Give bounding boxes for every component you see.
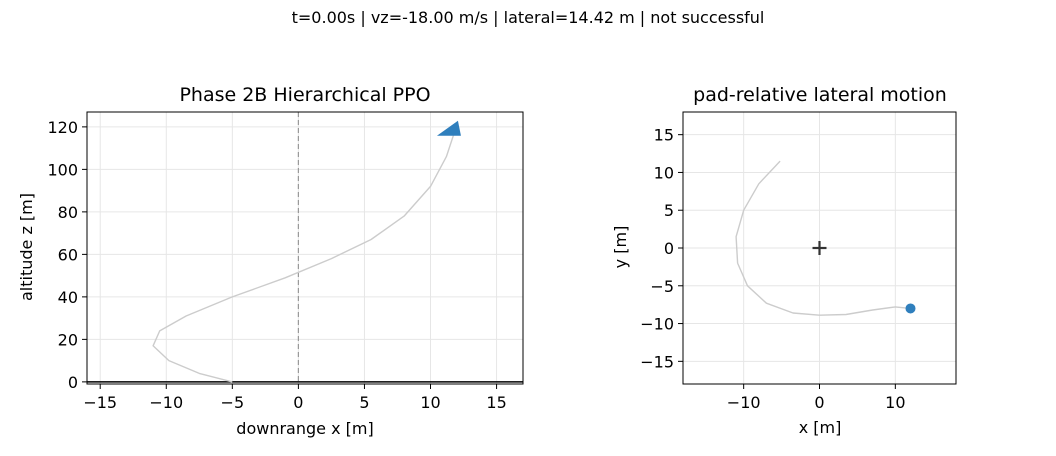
current-position-point [905, 303, 916, 314]
right-chart-frame [682, 111, 957, 385]
left-chart-ytick-label: 0 [68, 373, 78, 392]
right-chart-title: pad-relative lateral motion [693, 84, 947, 106]
left-chart: Phase 2B Hierarchical PPO −15 −10 −5 0 5 10 15… [17, 84, 524, 438]
left-chart-xtick-label: 0 [293, 393, 303, 412]
right-chart-xtick-label: 0 [814, 393, 824, 412]
right-chart-xtick-label: 10 [885, 393, 905, 412]
left-chart-ytick-label: 60 [58, 245, 78, 264]
left-chart-ytick-label: 100 [47, 160, 78, 179]
left-chart-plot [87, 112, 523, 384]
left-chart-ytick-label: 40 [58, 288, 78, 307]
left-chart-title: Phase 2B Hierarchical PPO [179, 84, 430, 106]
left-chart-ticks: −15 −10 −5 0 5 10 15 0 20 40 60 80 100 120 [47, 111, 524, 412]
left-chart-grid [87, 112, 523, 384]
left-chart-xtick-label: 10 [420, 393, 440, 412]
figure-suptitle: t=0.00s | vz=-18.00 m/s | lateral=14.42 … [292, 8, 765, 27]
right-chart-ticks: −10 0 10 −15 −10 −5 0 5 10 15 [640, 111, 957, 412]
right-chart-xlabel: x [m] [799, 418, 842, 437]
left-chart-xlabel: downrange x [m] [236, 419, 373, 438]
left-chart-frame [86, 111, 524, 385]
left-chart-xtick-label: 15 [486, 393, 506, 412]
trajectory-line [152, 124, 458, 383]
left-chart-xtick-label: −5 [221, 393, 245, 412]
rocket-marker [436, 120, 461, 136]
left-chart-xtick-label: −10 [149, 393, 183, 412]
lateral-trajectory-line [735, 160, 911, 316]
right-chart-ytick-label: 15 [654, 126, 674, 145]
right-chart-ytick-label: 10 [654, 163, 674, 182]
right-chart-ytick-label: −10 [640, 315, 674, 334]
left-chart-ylabel: altitude z [m] [17, 193, 36, 301]
left-chart-ytick-label: 120 [47, 118, 78, 137]
right-chart-ytick-label: 0 [664, 239, 674, 258]
right-chart-plot [735, 160, 916, 316]
left-chart-ytick-label: 20 [58, 330, 78, 349]
right-chart-ytick-label: −5 [650, 277, 674, 296]
right-chart: pad-relative lateral motion −10 0 10−15−10… [611, 84, 957, 437]
right-chart-ylabel: y [m] [611, 226, 630, 269]
right-chart-ytick-label: 5 [664, 201, 674, 220]
left-chart-xtick-label: −15 [83, 393, 117, 412]
right-chart-grid [683, 112, 956, 384]
right-chart-ytick-label: −15 [640, 352, 674, 371]
left-chart-xtick-label: 5 [359, 393, 369, 412]
right-chart-xtick-label: −10 [727, 393, 761, 412]
left-chart-ytick-label: 80 [58, 203, 78, 222]
